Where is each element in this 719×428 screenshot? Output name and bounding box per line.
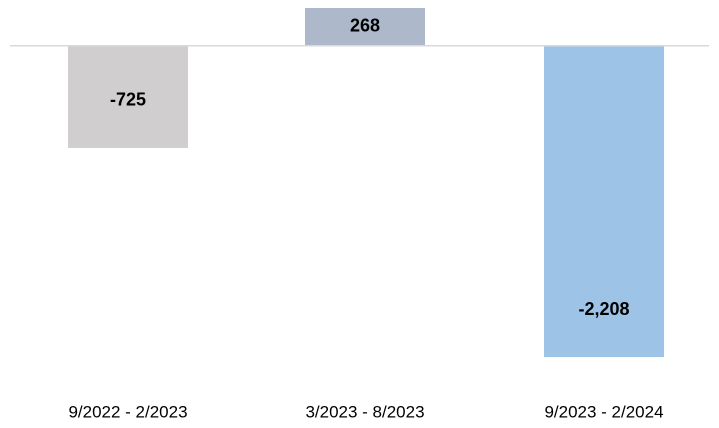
- bar: [544, 45, 664, 357]
- bar: [68, 45, 188, 148]
- value-label: 268: [350, 16, 380, 36]
- value-label: -725: [110, 90, 146, 110]
- x-tick-label: 9/2022 - 2/2023: [68, 402, 187, 421]
- value-label: -2,208: [578, 299, 629, 319]
- bar: [305, 8, 425, 46]
- x-tick-label: 9/2023 - 2/2024: [544, 402, 663, 421]
- x-tick-label: 3/2023 - 8/2023: [305, 402, 424, 421]
